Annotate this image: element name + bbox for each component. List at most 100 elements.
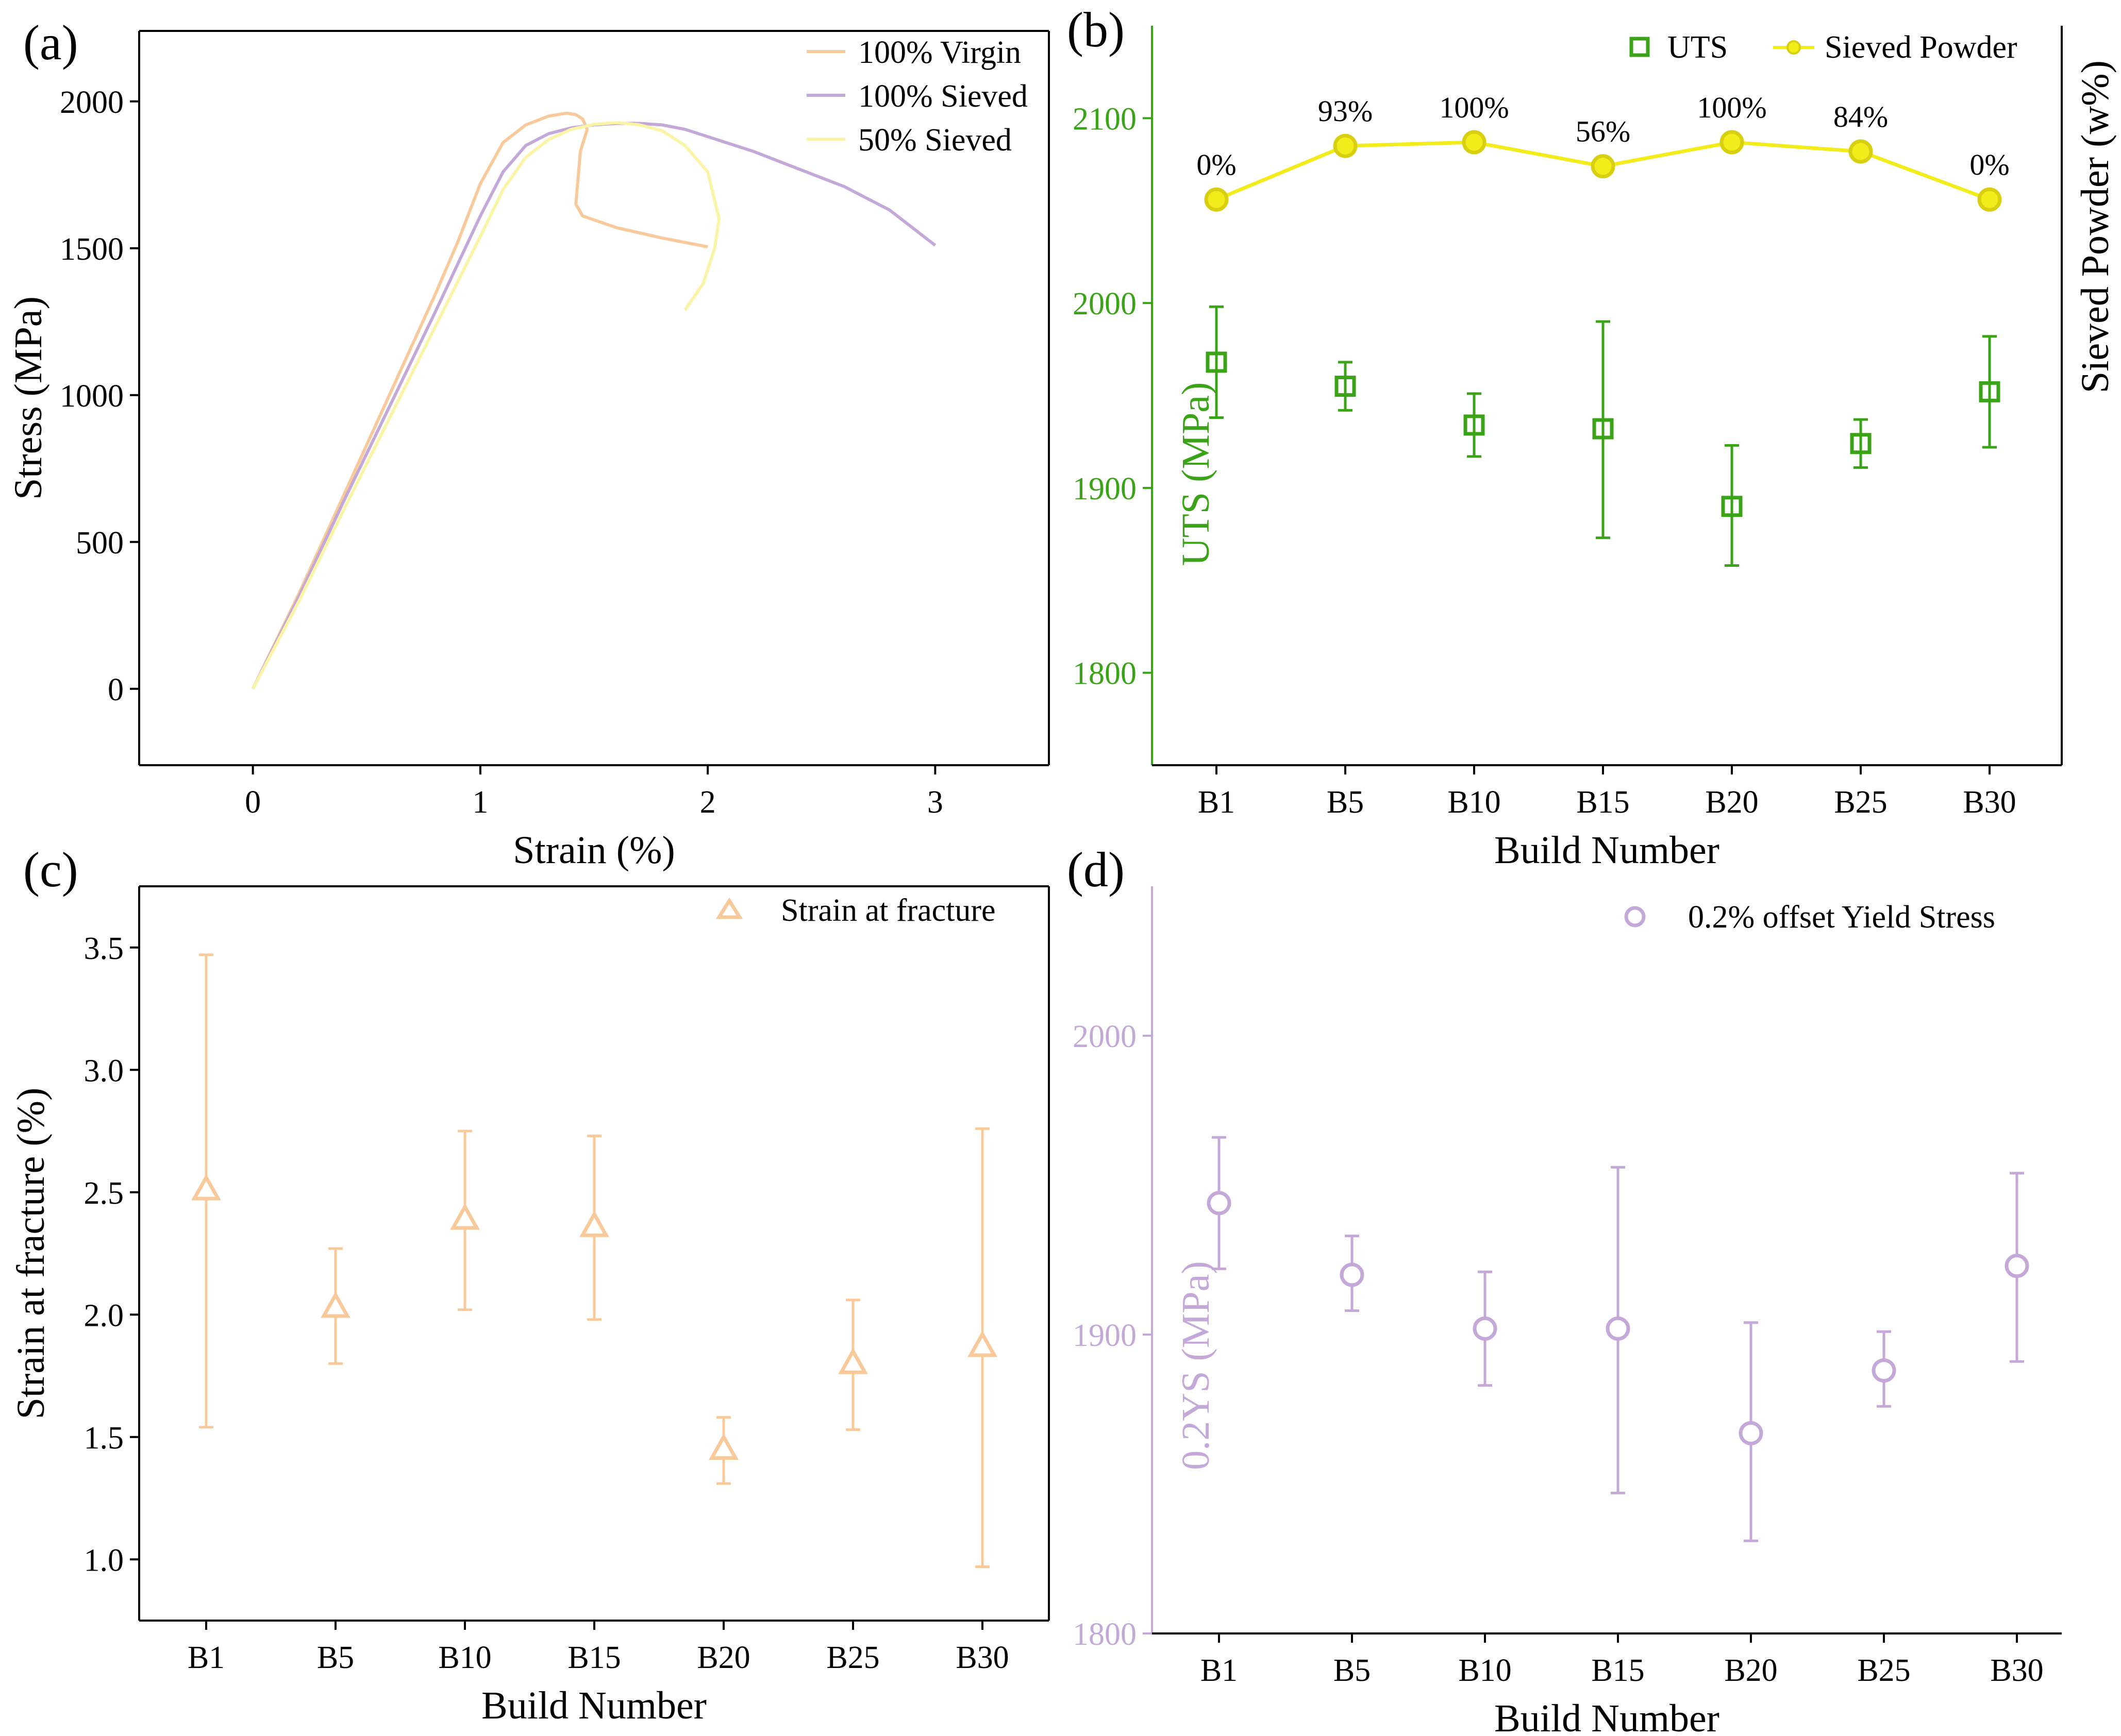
panel-a-y-tick-label: 2000: [60, 85, 124, 120]
panel-d-x-tick-label: B5: [1333, 1653, 1371, 1688]
panel-d-x-tick-label: B10: [1458, 1653, 1511, 1688]
panel-d-ys-marker: [2005, 1254, 2029, 1278]
panel-a-y-tick-label: 0: [108, 672, 124, 707]
panel-b-legend-swatch-sieved: [1786, 40, 1801, 55]
panel-c-legend-swatch: [715, 897, 743, 919]
panel-d-y-tick-label: 1800: [1073, 1617, 1137, 1652]
panel-b-uts-marker: [1721, 496, 1743, 517]
panel-d-ys-marker: [1872, 1358, 1896, 1383]
panel-b-uts-marker: [1463, 414, 1485, 436]
panel-d-x-tick-label: B1: [1200, 1653, 1238, 1688]
panel-c-y-tick-label: 3.0: [84, 1053, 124, 1088]
panel-b-sieved-data-label: 93%: [1318, 94, 1373, 128]
panel-b-x-tick-label: B1: [1198, 785, 1235, 820]
panel-c-y-tick-label: 1.0: [84, 1543, 124, 1578]
panel-a-legend-label: 50% Sieved: [858, 123, 1012, 158]
panel-a-series-line: [251, 111, 708, 690]
panel-d-y-axis-title: 0.2YS (MPa): [1174, 1261, 1217, 1470]
panel-b-uts-marker: [1334, 376, 1356, 397]
panel-label-c: (c): [23, 842, 78, 897]
panel-b-y-axis-title: UTS (MPa): [1174, 382, 1217, 566]
panel-b-uts-marker: [1979, 381, 2000, 402]
panel-c-strain-marker: [838, 1347, 868, 1374]
panel-b-right-axis-title: Sieved Powder (w%): [2074, 60, 2117, 393]
panel-c-strain-marker: [321, 1291, 350, 1318]
panel-a-x-tick-label: 2: [700, 785, 716, 820]
panel-label-d: (d): [1067, 842, 1125, 897]
panel-b-sieved-data-label: 100%: [1439, 91, 1509, 124]
panel-d-yield-stress: 1800 1900 2000 B1 B5 B10 B15 B20 B25 B30 Build Num…: [1073, 886, 2062, 1736]
panel-d-y-tick-label: 1900: [1073, 1318, 1137, 1353]
panel-b-sieved-marker: [1591, 154, 1615, 179]
panel-d-ys-marker: [1207, 1191, 1231, 1216]
panel-b-x-tick-label: B15: [1576, 785, 1629, 820]
panel-d-ys-marker: [1606, 1316, 1630, 1341]
panel-b-sieved-marker: [1204, 187, 1229, 212]
panel-d-y-tick-label: 2000: [1073, 1019, 1137, 1054]
panel-a-legend-label: 100% Sieved: [858, 79, 1028, 114]
panel-a-legend-label: 100% Virgin: [858, 35, 1021, 70]
panel-c-legend-label: Strain at fracture: [781, 893, 996, 928]
panel-d-ys-marker: [1340, 1262, 1364, 1287]
panel-b-y-tick-label: 1900: [1073, 471, 1137, 507]
panel-c-y-axis-title: Strain at fracture (%): [9, 1088, 53, 1420]
panel-b-sieved-data-label: 0%: [1969, 148, 2009, 181]
panel-c-strain-marker: [709, 1433, 739, 1460]
panel-a-y-tick-label: 500: [76, 526, 124, 561]
panel-label-b: (b): [1067, 2, 1125, 57]
panel-d-legend-label: 0.2% offset Yield Stress: [1688, 900, 1995, 935]
panel-c-strain-marker: [191, 1173, 221, 1201]
panel-b-sieved-data-label: 56%: [1576, 115, 1630, 148]
panel-b-sieved-marker: [1333, 133, 1358, 158]
panel-a-series-line: [251, 121, 721, 690]
panel-d-ys-marker: [1473, 1316, 1497, 1341]
panel-b-legend-label-sieved: Sieved Powder: [1825, 30, 2017, 65]
panel-d-legend-swatch: [1624, 906, 1646, 928]
panel-b-x-axis-title: Build Number: [1494, 829, 1719, 872]
panel-c-strain-marker: [967, 1330, 997, 1357]
panel-a-series-line: [251, 122, 937, 690]
panel-c-y-tick-label: 3.5: [84, 931, 124, 966]
panel-b-sieved-data-label: 0%: [1196, 148, 1236, 181]
panel-c-y-tick-label: 2.5: [84, 1176, 124, 1211]
panel-b-uts: 1800 1900 2000 2100 B1 B5 B10 B15 B20 B25 B30 Build…: [1073, 26, 2117, 872]
panel-b-y-tick-label: 2100: [1073, 102, 1137, 137]
panel-d-x-tick-label: B30: [1990, 1653, 2043, 1688]
panel-c-y-tick-label: 2.0: [84, 1298, 124, 1333]
panel-b-uts-marker: [1592, 418, 1614, 440]
panel-b-sieved-data-label: 100%: [1697, 91, 1766, 124]
panel-b-legend-label-uts: UTS: [1667, 30, 1728, 65]
panel-d-ys-marker: [1739, 1421, 1763, 1445]
panel-label-a: (a): [23, 15, 78, 70]
panel-b-x-tick-label: B20: [1705, 785, 1758, 820]
panel-d-x-tick-label: B15: [1591, 1653, 1644, 1688]
panel-a-x-tick-label: 1: [472, 785, 488, 820]
panel-c-x-tick-label: B25: [826, 1640, 879, 1675]
panel-c-x-tick-label: B20: [697, 1640, 750, 1675]
panel-b-uts-marker: [1850, 433, 1872, 454]
panel-a-y-tick-label: 1000: [60, 379, 124, 414]
panel-c-strain-at-fracture: 1.0 1.5 2.0 2.5 3.0 3.5 B1 B5 B10 B15 B20 B25 B30 Bui…: [9, 885, 1050, 1727]
panel-d-x-tick-label: B20: [1724, 1653, 1777, 1688]
panel-d-x-tick-label: B25: [1857, 1653, 1910, 1688]
panel-a-x-axis-title: Strain (%): [513, 829, 675, 872]
panel-b-x-tick-label: B5: [1327, 785, 1364, 820]
panel-d-x-axis-title: Build Number: [1494, 1697, 1719, 1736]
panel-b-sieved-marker: [1462, 130, 1487, 155]
panel-b-uts-marker: [1206, 351, 1227, 373]
panel-a-y-tick-label: 1500: [60, 232, 124, 267]
panel-b-x-tick-label: B30: [1963, 785, 2016, 820]
panel-b-sieved-marker: [1977, 187, 2002, 212]
panel-c-x-axis-title: Build Number: [481, 1684, 707, 1727]
panel-c-x-tick-label: B30: [956, 1640, 1009, 1675]
panel-b-sieved-data-label: 84%: [1833, 100, 1888, 133]
panel-c-y-tick-label: 1.5: [84, 1421, 124, 1456]
panel-b-x-tick-label: B25: [1834, 785, 1887, 820]
panel-b-legend-swatch-uts: [1629, 37, 1650, 57]
panel-a-stress-strain: 0 500 1000 1500 2000 0 1 2 3 Strain (%) Stress (MP…: [7, 30, 1050, 872]
panel-a-x-tick-label: 3: [927, 785, 943, 820]
panel-b-y-tick-label: 2000: [1073, 286, 1137, 322]
panel-c-x-tick-label: B1: [188, 1640, 225, 1675]
panel-a-y-axis-title: Stress (MPa): [7, 296, 50, 500]
